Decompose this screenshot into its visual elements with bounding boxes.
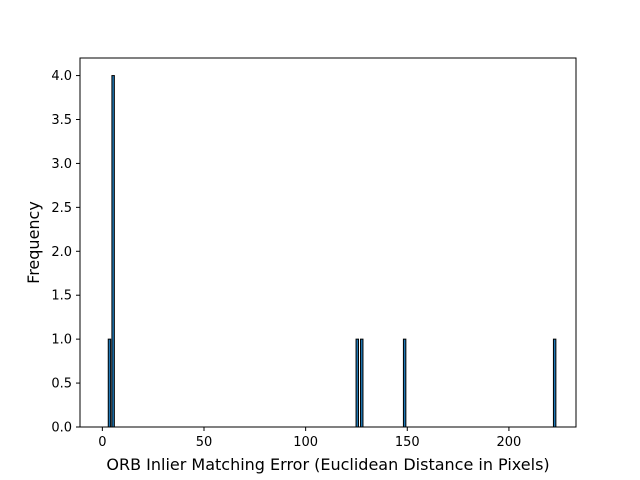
x-axis-label: ORB Inlier Matching Error (Euclidean Dis… [106, 455, 549, 474]
x-tick-label: 200 [497, 435, 522, 450]
y-tick-label: 3.5 [51, 113, 72, 128]
y-tick-label: 2.0 [51, 245, 72, 260]
x-tick-label: 50 [196, 435, 213, 450]
y-tick-label: 0.0 [51, 421, 72, 436]
y-tick-label: 1.5 [51, 289, 72, 304]
histogram-bar [355, 338, 359, 428]
histogram-bar [552, 338, 557, 428]
plot-frame [79, 57, 577, 428]
x-tick-label: 100 [293, 435, 318, 450]
histogram-bar [402, 338, 407, 428]
y-tick-label: 1.0 [51, 333, 72, 348]
histogram-bar [111, 75, 115, 428]
y-tick-label: 0.5 [51, 377, 72, 392]
y-tick-label: 3.0 [51, 157, 72, 172]
x-tick-label: 0 [98, 435, 106, 450]
y-tick-label: 4.0 [51, 69, 72, 84]
y-tick-label: 2.5 [51, 201, 72, 216]
x-axis-ticks: 0 50 100 150 200 [98, 427, 521, 450]
y-axis-ticks: 0.0 0.5 1.0 1.5 2.0 2.5 3.0 3.5 4.0 [51, 69, 80, 436]
x-tick-label: 150 [395, 435, 420, 450]
histogram-bar [360, 338, 364, 428]
y-axis-label: Frequency [24, 201, 43, 284]
histogram-bar [107, 338, 112, 428]
bars-layer [107, 75, 557, 428]
